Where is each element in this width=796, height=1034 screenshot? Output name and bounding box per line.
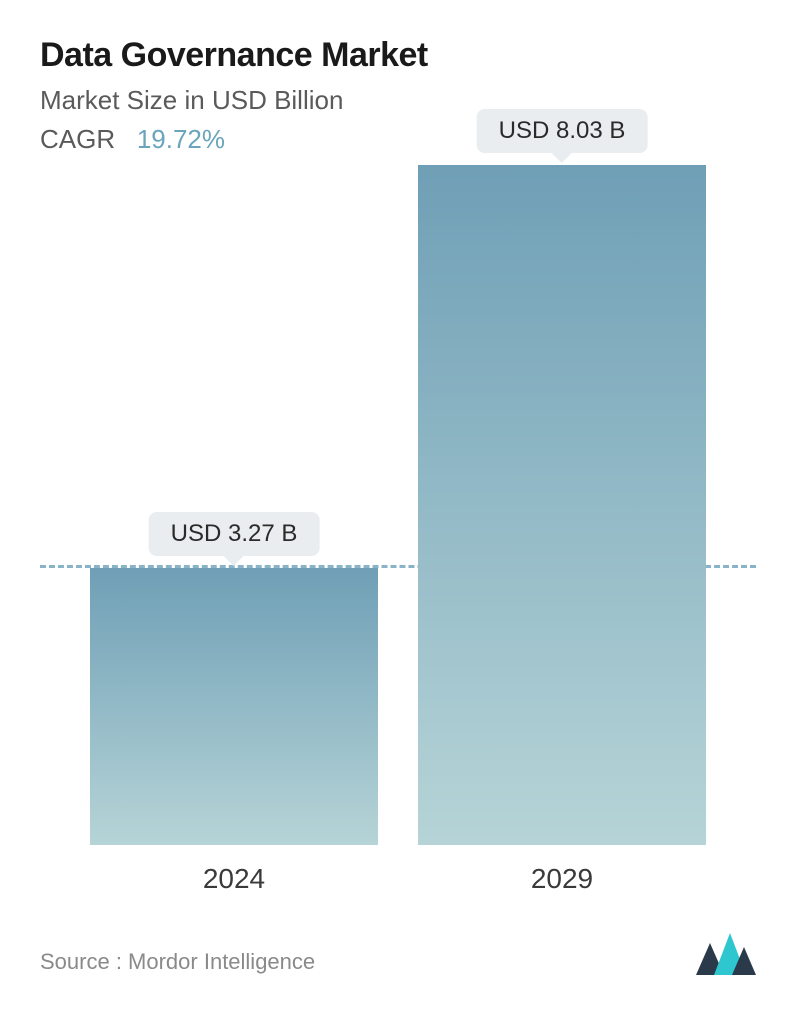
chart-subtitle: Market Size in USD Billion xyxy=(40,85,756,116)
x-axis-label: 2029 xyxy=(418,863,707,895)
brand-logo-icon xyxy=(696,933,756,975)
bars-row: USD 3.27 B USD 8.03 B xyxy=(40,165,756,845)
cagr-line: CAGR 19.72% xyxy=(40,124,756,155)
cagr-value: 19.72% xyxy=(137,124,225,154)
chart-header: Data Governance Market Market Size in US… xyxy=(40,36,756,155)
source-text: Source : Mordor Intelligence xyxy=(40,949,315,975)
plot-inner: USD 3.27 B USD 8.03 B xyxy=(40,165,756,845)
bar-wrap: USD 8.03 B xyxy=(418,165,707,845)
value-badge: USD 3.27 B xyxy=(149,512,320,556)
bar xyxy=(90,568,379,845)
plot-area: USD 3.27 B USD 8.03 B xyxy=(40,165,756,845)
bar xyxy=(418,165,707,845)
value-badge: USD 8.03 B xyxy=(477,109,648,153)
chart-footer: Source : Mordor Intelligence xyxy=(40,933,756,979)
cagr-label: CAGR xyxy=(40,124,115,154)
x-axis-label: 2024 xyxy=(90,863,379,895)
x-axis-labels: 2024 2029 xyxy=(40,845,756,895)
bar-group: USD 3.27 B xyxy=(90,165,379,845)
bar-group: USD 8.03 B xyxy=(418,165,707,845)
bar-wrap: USD 3.27 B xyxy=(90,165,379,845)
chart-container: Data Governance Market Market Size in US… xyxy=(0,0,796,1034)
chart-title: Data Governance Market xyxy=(40,36,756,75)
